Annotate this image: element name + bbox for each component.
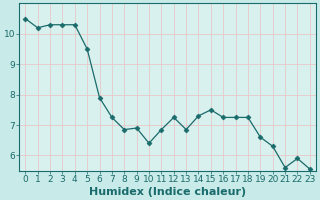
X-axis label: Humidex (Indice chaleur): Humidex (Indice chaleur) [89,187,246,197]
